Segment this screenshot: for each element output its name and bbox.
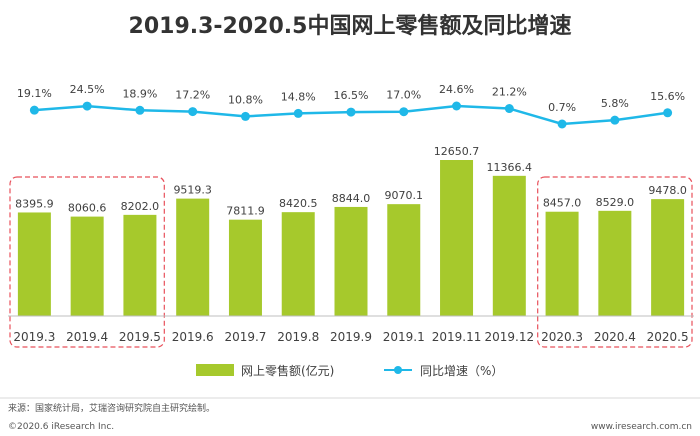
bar-2019.8 xyxy=(281,212,315,316)
bar-value-label: 8202.0 xyxy=(121,200,160,213)
growth-point-2019.6 xyxy=(188,107,198,117)
bar-2019.4 xyxy=(70,216,104,316)
growth-value-label: 19.1% xyxy=(17,87,52,100)
copyright-text: ©2020.6 iResearch Inc. xyxy=(8,422,114,432)
bar-series xyxy=(17,160,685,316)
bar-value-label: 8420.5 xyxy=(279,197,318,210)
growth-value-label: 16.5% xyxy=(334,89,369,102)
bar-2019.5 xyxy=(123,214,157,316)
bar-2019.3 xyxy=(17,212,51,316)
growth-value-label: 17.2% xyxy=(175,89,210,102)
x-tick-label: 2019.9 xyxy=(330,330,372,344)
x-tick-label: 2019.5 xyxy=(119,330,161,344)
highlight-box-2 xyxy=(537,176,693,348)
growth-value-label: 17.0% xyxy=(386,89,421,102)
bar-labels: 8395.9 8060.6 8202.0 9519.3 7811.9 8420.5 8844… xyxy=(15,145,687,218)
growth-value-label: 24.6% xyxy=(439,83,474,96)
bar-value-label: 7811.9 xyxy=(226,205,265,218)
highlight-box-1 xyxy=(9,176,165,348)
legend: 网上零售额(亿元) 同比增速（%） xyxy=(196,363,503,378)
growth-value-label: 21.2% xyxy=(492,86,527,99)
bar-value-label: 9478.0 xyxy=(648,184,687,197)
x-tick-label: 2019.8 xyxy=(277,330,319,344)
growth-point-2019.9 xyxy=(346,107,356,117)
bar-value-label: 8844.0 xyxy=(332,192,371,205)
x-tick-label: 2020.4 xyxy=(594,330,636,344)
bar-2020.5 xyxy=(651,199,685,316)
x-tick-label: 2019.6 xyxy=(172,330,214,344)
bar-value-label: 9519.3 xyxy=(173,184,212,197)
bar-2020.4 xyxy=(598,210,632,316)
website-text: www.iresearch.com.cn xyxy=(591,422,692,432)
bar-2019.7 xyxy=(228,219,262,316)
legend-line-marker xyxy=(394,366,402,374)
source-note: 来源：国家统计局，艾瑞咨询研究院自主研究绘制。 xyxy=(8,402,215,414)
bar-value-label: 8395.9 xyxy=(15,197,54,210)
x-tick-label: 2019.12 xyxy=(484,330,534,344)
growth-point-2019.3 xyxy=(29,105,39,115)
legend-line-label: 同比增速（%） xyxy=(420,364,503,378)
growth-point-2019.7 xyxy=(240,111,250,121)
bar-value-label: 8529.0 xyxy=(596,196,635,209)
growth-value-label: 24.5% xyxy=(70,83,105,96)
bar-2019.6 xyxy=(176,198,210,316)
bar-2019.11 xyxy=(440,160,474,316)
growth-point-2019.4 xyxy=(82,101,92,111)
x-tick-label: 2019.3 xyxy=(13,330,55,344)
growth-value-label: 0.7% xyxy=(548,101,576,114)
growth-value-label: 15.6% xyxy=(650,90,685,103)
growth-point-2019.12 xyxy=(504,104,514,114)
growth-value-label: 10.8% xyxy=(228,93,263,106)
growth-point-2019.8 xyxy=(293,108,303,118)
growth-point-2020.4 xyxy=(610,115,620,125)
growth-line-series xyxy=(29,101,673,129)
growth-point-2020.5 xyxy=(663,108,673,118)
legend-bar-swatch xyxy=(196,364,234,376)
growth-value-label: 14.8% xyxy=(281,90,316,103)
bar-value-label: 8457.0 xyxy=(543,197,582,210)
chart-title: 2019.3-2020.5中国网上零售额及同比增速 xyxy=(129,13,572,39)
bar-value-label: 8060.6 xyxy=(68,202,107,215)
bar-2019.12 xyxy=(492,175,526,316)
x-tick-label: 2019.7 xyxy=(224,330,266,344)
growth-point-2020.3 xyxy=(557,119,567,129)
growth-point-2019.11 xyxy=(452,101,462,111)
x-tick-label: 2019.1 xyxy=(383,330,425,344)
x-tick-label: 2020.5 xyxy=(647,330,689,344)
bar-2019.9 xyxy=(334,206,368,316)
x-tick-label: 2019.11 xyxy=(432,330,482,344)
growth-point-2019.5 xyxy=(135,105,145,115)
growth-value-label: 18.9% xyxy=(122,87,157,100)
bar-2020.3 xyxy=(545,211,579,316)
bar-2019.1 xyxy=(387,204,421,316)
highlight-groups xyxy=(9,176,693,348)
bar-value-label: 9070.1 xyxy=(385,189,424,202)
legend-bar-label: 网上零售额(亿元) xyxy=(241,363,334,378)
x-tick-label: 2019.4 xyxy=(66,330,108,344)
growth-value-label: 5.8% xyxy=(601,97,629,110)
growth-labels: 19.1% 24.5% 18.9% 17.2% 10.8% 14.8% 16.5% 17.0%… xyxy=(17,83,685,114)
growth-point-2019.1 xyxy=(399,107,409,117)
bar-value-label: 11366.4 xyxy=(487,161,533,174)
x-axis-ticks: 2019.3 2019.4 2019.5 2019.6 2019.7 2019.8 2019… xyxy=(13,330,688,344)
bar-value-label: 12650.7 xyxy=(434,145,480,158)
x-tick-label: 2020.3 xyxy=(541,330,583,344)
